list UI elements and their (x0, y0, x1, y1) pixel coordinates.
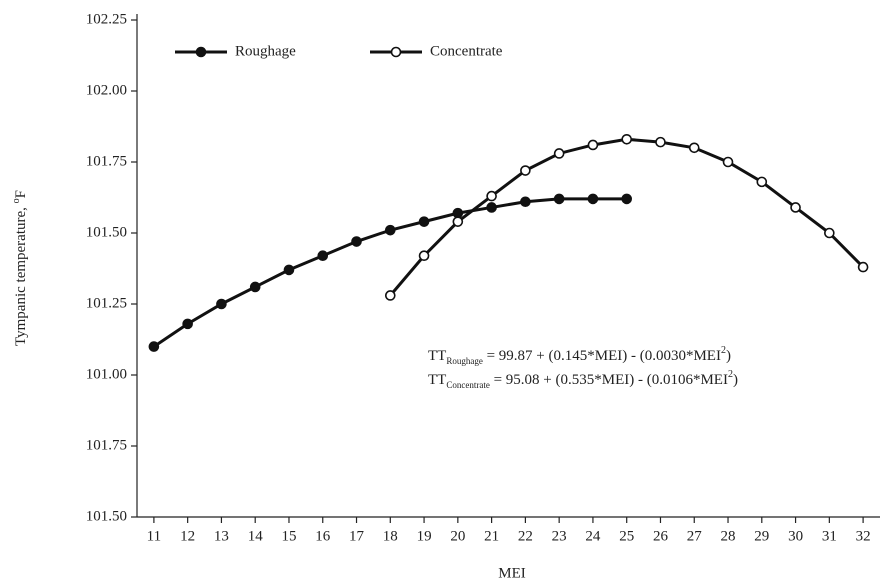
equation-suffix: ) (733, 372, 738, 388)
equation-suffix: ) (726, 348, 731, 364)
data-point (418, 250, 430, 262)
equation: TTRoughage = 99.87 + (0.145*MEI) - (0.00… (428, 345, 731, 366)
x-tick-label: 25 (619, 528, 634, 544)
data-point (486, 202, 497, 213)
data-point (587, 139, 599, 151)
x-tick-label: 26 (653, 528, 669, 544)
data-point (452, 207, 464, 219)
data-point (216, 298, 227, 310)
data-point (418, 216, 430, 227)
equation-prefix: TT (428, 372, 446, 388)
x-tick-label: 28 (721, 528, 736, 544)
data-point (249, 281, 261, 293)
x-tick-label: 17 (349, 528, 365, 544)
x-tick-label: 19 (417, 528, 432, 544)
x-tick-label: 12 (180, 528, 195, 544)
equation-prefix: TT (428, 348, 446, 364)
data-point (756, 176, 768, 188)
x-axis-title: MEI (498, 565, 526, 581)
equation-text: = 95.08 + (0.535*MEI) - (0.0106*MEI (490, 372, 728, 388)
equation-subscript: Concentrate (446, 380, 489, 390)
data-point (790, 202, 801, 213)
equation: TTConcentrate = 95.08 + (0.535*MEI) - (0… (428, 369, 738, 390)
data-point (317, 250, 329, 262)
data-point (486, 190, 497, 202)
data-point (182, 318, 193, 330)
data-point (553, 148, 565, 159)
x-tick-label: 14 (248, 528, 264, 544)
x-tick-label: 13 (214, 528, 229, 544)
x-tick-label: 21 (484, 528, 499, 544)
equation-text: = 99.87 + (0.145*MEI) - (0.0030*MEI (483, 348, 721, 364)
legend-marker (195, 46, 207, 58)
y-tick-label: 101.50 (86, 224, 127, 240)
x-tick-label: 20 (450, 528, 465, 544)
legend-label: Roughage (235, 43, 296, 59)
data-point (520, 165, 531, 176)
data-point (621, 193, 633, 205)
x-tick-label: 31 (822, 528, 837, 544)
data-point (452, 216, 464, 227)
legend-label: Concentrate (430, 43, 503, 59)
y-tick-label: 101.00 (86, 366, 127, 382)
y-tick-label: 101.25 (86, 295, 127, 311)
x-tick-label: 32 (856, 528, 871, 544)
y-tick-label: 101.75 (86, 153, 127, 169)
data-point (621, 133, 633, 145)
equation-subscript: Roughage (446, 356, 483, 366)
data-point (722, 156, 734, 168)
y-axis-title-sup: o (11, 198, 22, 203)
x-tick-label: 24 (585, 528, 601, 544)
y-tick-label: 101.50 (86, 508, 127, 524)
series-line (153, 197, 627, 348)
series-line (389, 137, 865, 297)
x-tick-label: 18 (383, 528, 398, 544)
y-tick-label: 101.75 (86, 437, 127, 453)
data-point (655, 136, 666, 148)
y-axis-title-text: Tympanic temperature, (13, 203, 29, 346)
x-tick-label: 27 (687, 528, 703, 544)
data-point (283, 264, 295, 276)
x-tick-label: 30 (788, 528, 803, 544)
data-point (824, 227, 835, 239)
x-tick-label: 29 (754, 528, 769, 544)
equation-superscript: 2 (721, 345, 726, 356)
x-tick-label: 16 (315, 528, 331, 544)
equation-superscript: 2 (728, 369, 733, 380)
x-tick-label: 15 (281, 528, 296, 544)
data-point (587, 193, 599, 205)
x-tick-label: 22 (518, 528, 533, 544)
data-point (351, 236, 362, 247)
y-tick-label: 102.25 (86, 11, 127, 27)
data-point (384, 290, 396, 301)
data-point (520, 196, 531, 208)
y-axis-title: Tympanic temperature, oF (11, 190, 29, 346)
x-tick-label: 11 (147, 528, 161, 544)
y-tick-label: 102.00 (86, 82, 127, 98)
data-point (688, 142, 700, 154)
data-point (857, 261, 869, 273)
x-tick-label: 23 (552, 528, 567, 544)
y-axis-title-suffix: F (13, 190, 29, 198)
data-point (148, 341, 160, 352)
legend-marker (390, 46, 402, 58)
data-point (384, 224, 396, 236)
data-point (553, 193, 565, 205)
